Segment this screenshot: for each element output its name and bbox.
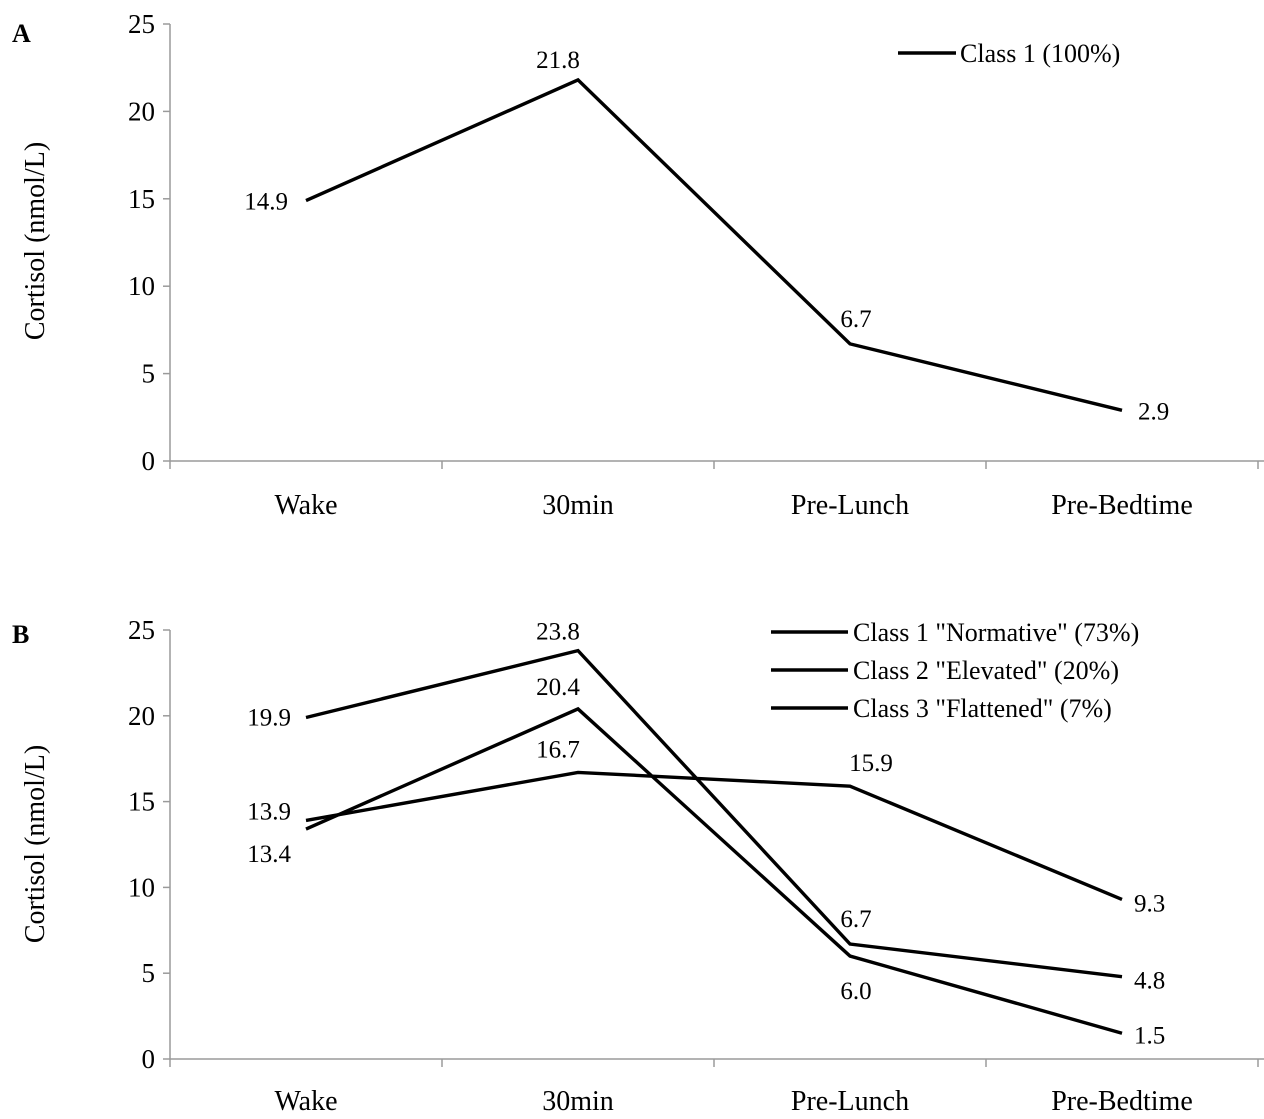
y-tick-label: 20 [128,96,155,126]
y-axis-title: Cortisol (nmol/L) [20,745,51,943]
x-category-label: 30min [542,1086,614,1117]
y-tick-label: 25 [128,9,155,39]
series-0: 14.9 21.8 6.7 2.9 [244,47,1169,425]
data-label: 6.0 [840,978,871,1005]
panel-letter: A [12,19,31,48]
legend: Class 1 "Normative" (73%) Class 2 "Elevat… [771,618,1139,723]
legend-label: Class 1 (100%) [960,39,1120,68]
x-category-label: Pre-Bedtime [1051,490,1193,521]
x-category-label: Wake [274,490,337,521]
data-label: 9.3 [1134,890,1165,917]
y-tick-label: 10 [128,271,155,301]
data-label: 23.8 [536,619,580,646]
series-0: 13.4 20.4 6.0 1.5 [247,674,1165,1049]
data-label: 1.5 [1134,1022,1165,1049]
x-category-label: Pre-Lunch [791,1086,909,1117]
data-label: 2.9 [1138,398,1169,425]
y-tick-label: 5 [142,958,156,988]
series-2: 13.9 16.7 15.9 9.3 [247,736,1165,917]
panel-letter: B [12,620,29,649]
legend: Class 1 (100%) [898,39,1120,68]
y-tick-label: 0 [142,1044,156,1074]
panel-b: B 0 5 10 15 20 25 Wake 30min Pre-Lunch Pre-Bedtime… [12,615,1264,1117]
data-label: 16.7 [536,736,580,763]
data-label: 20.4 [536,674,580,701]
data-label: 15.9 [849,750,893,777]
legend-label: Class 2 "Elevated" (20%) [853,656,1119,685]
data-label: 19.9 [247,705,291,732]
y-tick-label: 15 [128,787,155,817]
y-tick-label: 5 [142,359,156,389]
y-tick-label: 10 [128,872,155,902]
data-label: 6.7 [840,906,871,933]
series-line [305,770,1123,901]
x-category-label: Pre-Lunch [791,490,909,521]
x-category-label: 30min [542,490,614,521]
y-axis-title: Cortisol (nmol/L) [20,142,51,340]
data-label: 6.7 [840,306,871,333]
data-label: 21.8 [536,47,580,74]
x-category-label: Wake [274,1086,337,1117]
data-label: 4.8 [1134,968,1165,995]
y-tick-label: 15 [128,184,155,214]
data-label: 14.9 [244,189,288,216]
series-line [305,77,1123,412]
y-tick-label: 20 [128,701,155,731]
legend-label: Class 3 "Flattened" (7%) [853,694,1112,723]
series-line [305,648,1123,979]
data-label: 13.4 [247,841,291,868]
data-label: 13.9 [247,798,291,825]
x-category-label: Pre-Bedtime [1051,1086,1193,1117]
y-tick-label: 25 [128,615,155,645]
legend-label: Class 1 "Normative" (73%) [853,618,1139,647]
y-tick-label: 0 [142,446,156,476]
series-line [305,706,1123,1035]
series-1: 19.9 23.8 6.7 4.8 [247,619,1165,995]
panel-a: A 0 5 10 15 20 25 Wake 30min Pre-Lunch Pre-Bedtime… [12,9,1264,521]
